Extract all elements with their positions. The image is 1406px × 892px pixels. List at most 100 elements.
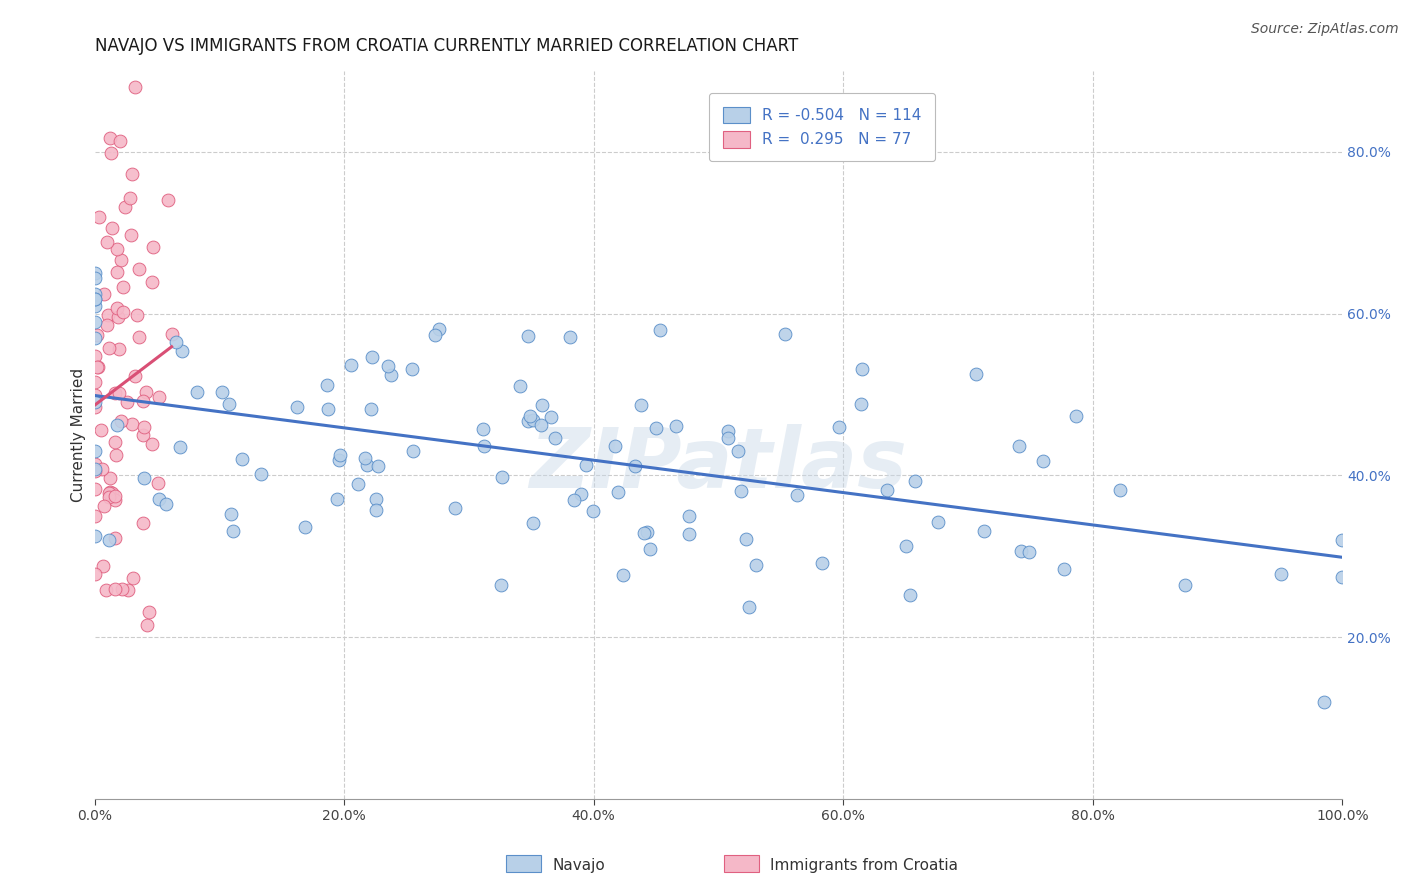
Point [636,524,658,539]
Point [231,452,253,467]
Point [644,421,666,435]
Point [111,582,134,597]
Point [605,439,627,453]
Point [522,412,544,426]
Point [364,503,387,517]
Point [86,359,108,374]
Point [98,484,121,499]
Point [104,385,127,400]
Point [124,79,146,94]
Point [87,210,110,224]
Point [111,280,134,294]
Point [83,286,105,301]
Point [128,261,150,276]
Point [83,528,105,542]
Point [96,582,118,597]
Point [138,605,160,619]
Text: Navajo: Navajo [553,858,606,872]
Point [519,409,541,424]
Point [811,557,834,571]
Point [83,331,105,345]
Point [640,542,662,557]
Point [97,533,120,547]
Point [114,201,136,215]
Point [849,397,872,411]
Point [650,323,672,337]
Legend: R = -0.504   N = 114, R =  0.295   N = 77: R = -0.504 N = 114, R = 0.295 N = 77 [709,93,935,161]
Point [745,558,768,572]
Point [104,492,127,507]
Point [1313,695,1336,709]
Point [100,221,122,235]
Point [1053,562,1076,576]
Point [86,328,108,343]
Point [773,326,796,341]
Point [1008,439,1031,453]
Point [973,524,995,538]
Point [83,458,105,472]
Point [146,475,169,490]
Point [83,292,105,306]
Point [665,418,688,433]
Point [491,470,513,484]
Point [96,235,118,250]
Point [1010,544,1032,558]
Point [346,477,368,491]
Point [83,566,105,581]
Point [678,508,700,523]
Point [402,444,425,458]
Point [97,341,120,355]
Point [121,417,143,431]
Point [128,330,150,344]
Point [83,388,105,402]
Point [222,524,245,538]
Point [560,330,582,344]
Point [84,482,107,496]
Point [131,516,153,530]
Point [828,420,851,434]
Point [898,589,921,603]
Point [444,500,467,515]
Point [132,393,155,408]
Point [104,531,127,545]
Point [218,397,240,411]
Point [170,343,193,358]
Point [1018,545,1040,559]
Point [1331,570,1354,584]
Point [927,515,949,529]
Point [186,385,208,400]
Point [101,486,124,500]
Point [250,467,273,482]
Point [98,490,121,504]
Point [575,458,598,473]
Point [427,322,450,336]
Point [904,475,927,489]
Point [83,462,105,476]
Point [1064,409,1087,423]
Point [727,444,749,458]
Point [156,193,179,207]
Point [633,526,655,541]
Point [401,361,423,376]
Point [356,458,378,472]
Point [165,334,187,349]
Point [105,301,128,315]
Point [120,228,142,243]
Point [108,342,131,356]
Point [118,191,141,205]
Point [876,483,898,498]
Point [83,315,105,329]
Point [105,242,128,256]
Point [285,401,308,415]
Point [125,309,148,323]
Point [325,491,347,506]
Point [529,418,551,433]
Point [91,558,114,573]
Point [100,146,122,161]
Point [472,439,495,453]
Point [294,520,316,534]
Point [678,526,700,541]
Point [517,329,540,343]
Point [607,485,630,500]
Point [132,419,155,434]
